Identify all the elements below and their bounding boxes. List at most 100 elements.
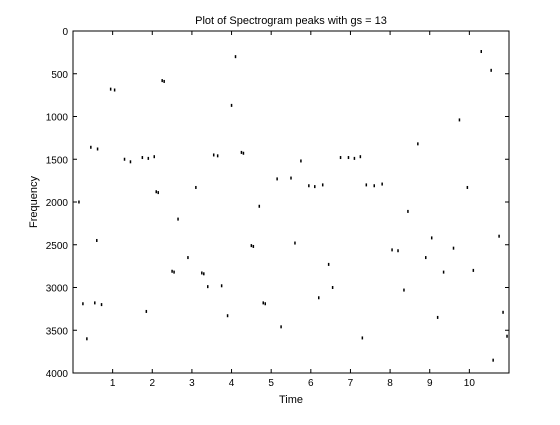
y-tick-label-1: 500 <box>51 70 68 81</box>
y-tick-label-5: 2500 <box>46 241 69 252</box>
y-tick-label-6: 3000 <box>46 284 69 295</box>
x-tick-label-6: 7 <box>348 378 354 389</box>
x-tick-label-4: 5 <box>268 378 274 389</box>
data-point-65 <box>96 238 98 242</box>
data-point-6 <box>96 147 99 151</box>
data-point-17 <box>187 256 189 260</box>
data-point-74 <box>361 336 364 340</box>
data-point-50 <box>407 209 409 213</box>
data-point-72 <box>294 241 296 245</box>
x-axis-label: Time <box>279 394 303 406</box>
data-point-41 <box>339 156 342 160</box>
data-point-35 <box>300 159 302 163</box>
x-axis-ticks: 1 2 3 4 5 6 7 8 9 10 <box>110 31 476 389</box>
data-point-58 <box>480 50 482 54</box>
data-point-53 <box>430 236 433 240</box>
data-point-16 <box>173 270 175 274</box>
data-point-47 <box>381 182 383 186</box>
data-point-30 <box>262 301 264 305</box>
data-point-77 <box>472 268 475 272</box>
y-tick-label-2: 1000 <box>46 113 69 124</box>
data-point-71 <box>258 204 261 208</box>
data-point-67 <box>145 309 148 313</box>
data-point-27 <box>242 151 245 155</box>
data-point-32 <box>276 177 278 181</box>
data-point-51 <box>417 142 419 146</box>
data-point-61 <box>502 310 504 314</box>
data-point-21 <box>220 284 223 288</box>
x-tick-label-0: 1 <box>110 378 116 389</box>
data-point-56 <box>458 118 461 122</box>
x-tick-label-1: 2 <box>149 378 155 389</box>
x-tick-label-2: 3 <box>189 378 195 389</box>
x-tick-label-7: 8 <box>387 378 393 389</box>
data-point-25 <box>234 55 237 59</box>
data-point-5 <box>90 145 92 149</box>
axes-frame <box>72 30 510 374</box>
data-point-54 <box>442 270 445 274</box>
data-point-76 <box>436 315 439 319</box>
data-point-73 <box>318 296 320 300</box>
data-points <box>78 50 508 362</box>
data-point-63 <box>78 200 80 204</box>
data-point-3 <box>109 87 112 91</box>
data-point-75 <box>403 288 405 292</box>
y-tick-label-7: 3500 <box>46 326 69 337</box>
chart-title: Plot of Spectrogram peaks with gs = 13 <box>195 15 387 27</box>
data-point-10 <box>153 155 155 159</box>
data-point-49 <box>397 249 399 253</box>
data-point-69 <box>195 185 197 189</box>
data-point-66 <box>129 160 132 164</box>
data-point-48 <box>391 248 393 252</box>
data-point-7 <box>123 157 126 161</box>
data-point-24 <box>230 103 233 107</box>
y-tick-label-0: 0 <box>62 27 68 38</box>
data-point-11 <box>161 79 163 83</box>
data-point-22 <box>212 153 215 157</box>
data-point-38 <box>321 183 324 187</box>
y-tick-label-8: 4000 <box>46 369 69 380</box>
data-point-57 <box>466 185 469 189</box>
data-point-31 <box>264 302 266 306</box>
data-point-28 <box>250 244 253 248</box>
data-point-43 <box>353 156 356 160</box>
x-tick-label-8: 9 <box>427 378 433 389</box>
data-point-42 <box>347 156 350 160</box>
data-point-29 <box>252 244 255 248</box>
data-point-23 <box>216 154 219 158</box>
data-point-0 <box>94 301 96 305</box>
data-point-62 <box>506 334 508 338</box>
data-point-4 <box>113 88 116 92</box>
data-point-55 <box>452 246 455 250</box>
data-point-26 <box>240 150 243 154</box>
y-axis-ticks: 0 500 1000 1500 2000 2500 3000 3500 4000 <box>46 27 509 380</box>
x-tick-label-5: 6 <box>308 378 314 389</box>
data-point-46 <box>373 184 375 188</box>
data-point-19 <box>203 272 205 276</box>
data-point-44 <box>359 155 362 159</box>
data-point-37 <box>314 185 316 189</box>
data-point-64 <box>86 337 88 341</box>
data-point-20 <box>207 285 209 289</box>
data-point-1 <box>100 303 103 307</box>
data-point-36 <box>308 184 310 188</box>
data-point-68 <box>177 217 179 221</box>
data-point-52 <box>425 256 427 260</box>
data-point-59 <box>490 68 492 72</box>
data-point-78 <box>492 358 494 362</box>
data-point-13 <box>155 190 157 194</box>
data-point-39 <box>327 262 330 266</box>
x-tick-label-3: 4 <box>229 378 235 389</box>
data-point-9 <box>147 156 150 160</box>
data-point-2 <box>82 302 84 306</box>
data-point-12 <box>163 79 165 83</box>
data-point-34 <box>290 176 292 180</box>
y-tick-label-4: 2000 <box>46 198 69 209</box>
data-point-45 <box>365 183 368 187</box>
y-axis-label: Frequency <box>28 176 40 228</box>
x-tick-label-9: 10 <box>464 378 476 389</box>
data-point-60 <box>498 234 500 238</box>
data-point-40 <box>331 286 334 289</box>
